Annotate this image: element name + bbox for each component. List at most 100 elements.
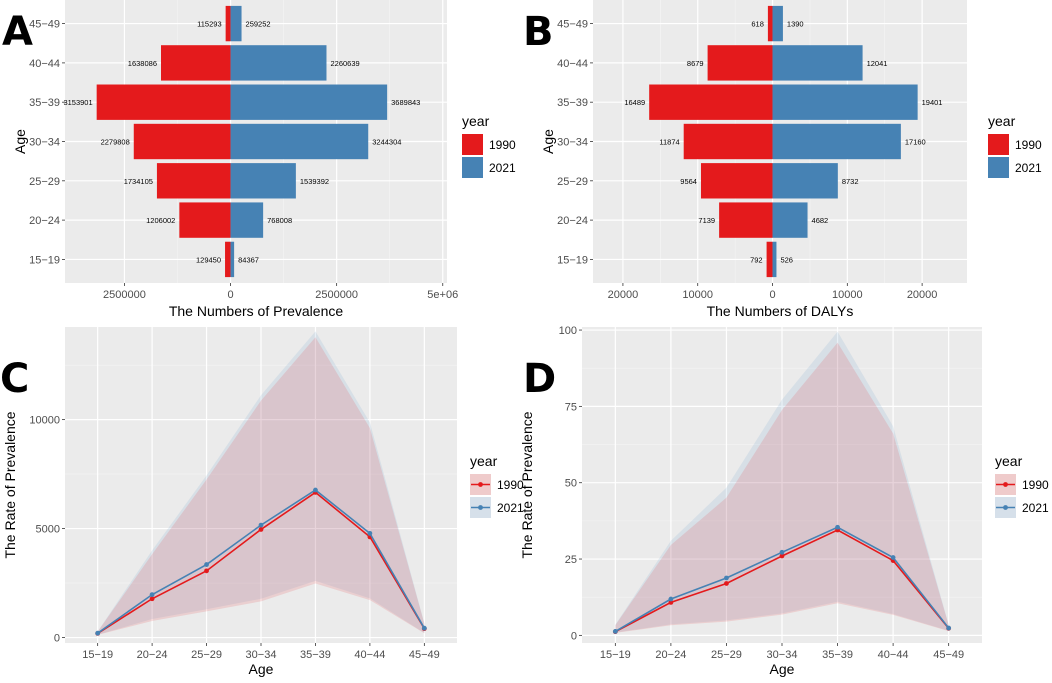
point-1990-20-24: [668, 599, 674, 605]
y-tick-label: 25−29: [557, 176, 588, 188]
legend: year 1990 2021: [988, 113, 1042, 178]
data-label-2021-45-49: 259252: [246, 20, 271, 29]
y-tick-label: 0: [54, 633, 60, 645]
data-label-2021-20-24: 768008: [267, 216, 292, 225]
bar-2021-25-29: [772, 163, 838, 199]
x-tick-label: 15−19: [600, 649, 631, 661]
x-tick-label: 2500000: [103, 289, 146, 301]
y-tick-label: 5000: [36, 524, 60, 536]
panel-label-B: B: [523, 9, 554, 55]
bar-1990-30-34: [133, 123, 231, 160]
y-tick-label: 40−44: [557, 58, 588, 70]
data-label-1990-35-39: 16489: [624, 98, 645, 107]
point-2021-30-34: [258, 522, 264, 528]
data-label-2021-30-34: 3244304: [372, 138, 401, 147]
legend-key-point-2021: [1003, 505, 1008, 510]
bar-1990-15-19: [225, 241, 231, 278]
data-label-2021-25-29: 8732: [842, 177, 859, 186]
data-label-2021-25-29: 1539392: [300, 177, 329, 186]
bar-1990-45-49: [225, 5, 231, 42]
panel-label-D: D: [523, 356, 556, 402]
data-label-1990-15-19: 129450: [196, 255, 221, 264]
x-tick-label: 40−44: [354, 649, 385, 661]
panel-label-A: A: [2, 9, 33, 55]
point-2021-40-44: [890, 555, 896, 560]
y-tick-label: 0: [571, 630, 577, 642]
legend-label-1990: 1990: [1022, 478, 1049, 492]
legend-key-point-1990: [478, 482, 483, 487]
bar-2021-15-19: [230, 241, 235, 278]
y-axis-title: The Rate of Prevalence: [519, 411, 535, 558]
point-1990-30-34: [258, 527, 264, 532]
bar-1990-45-49: [767, 5, 773, 42]
bar-2021-35-39: [772, 84, 918, 120]
data-label-1990-20-24: 7139: [698, 216, 715, 225]
point-2021-25-29: [724, 575, 729, 581]
y-tick-label: 50: [565, 478, 577, 490]
point-2021-35-39: [313, 487, 318, 493]
bar-2021-15-19: [772, 241, 777, 278]
point-2021-20-24: [149, 592, 155, 598]
data-label-2021-35-39: 19401: [922, 98, 943, 107]
y-axis-title: Age: [12, 129, 28, 154]
panel-D: 0 25 50 75 100 15−19 20−24 25−29 30−34 35−39 40−44…: [519, 325, 1049, 677]
x-axis-title: Age: [249, 661, 274, 677]
x-tick-label: 0: [769, 289, 775, 301]
x-tick-label: 35−39: [300, 649, 331, 661]
bar-2021-45-49: [772, 5, 783, 42]
x-tick-label: 20−24: [655, 649, 686, 661]
point-2021-20-24: [668, 596, 674, 602]
data-label-1990-35-39: 3153901: [63, 98, 92, 107]
x-tick-label: 0: [227, 289, 233, 301]
legend-key-point-1990: [1003, 482, 1008, 487]
data-label-1990-20-24: 1206002: [146, 216, 175, 225]
panel-C: 0 5000 10000 15−19 20−24 25−29 30−34 35−39 40−44…: [2, 327, 524, 677]
bar-1990-40-44: [161, 45, 231, 81]
point-1990-25-29: [724, 581, 729, 586]
panel-B: 20000 10000 0 10000 20000 792 526 15−19 7139 4682…: [540, 0, 1042, 319]
data-label-2021-15-19: 84367: [238, 255, 259, 264]
data-label-1990-15-19: 792: [750, 255, 763, 264]
data-label-2021-20-24: 4682: [812, 216, 829, 225]
legend-title: year: [988, 113, 1016, 129]
bar-2021-30-34: [772, 123, 901, 160]
y-tick-label: 30−34: [557, 137, 588, 149]
legend-title: year: [462, 113, 490, 129]
x-tick-label: 2500000: [315, 289, 358, 301]
y-tick-label: 45−49: [557, 19, 588, 31]
data-label-2021-15-19: 526: [780, 255, 793, 264]
y-tick-label: 10000: [29, 415, 60, 427]
legend-label-2021: 2021: [1015, 161, 1042, 175]
legend: year 1990 2021: [462, 113, 516, 178]
x-axis-title: Age: [770, 661, 795, 677]
point-2021-45-49: [946, 625, 952, 631]
legend-key-1990: [462, 134, 483, 155]
x-tick-label: 40−44: [878, 649, 909, 661]
y-tick-label: 30−34: [29, 137, 60, 149]
point-2021-35-39: [835, 524, 840, 530]
data-label-2021-30-34: 17160: [905, 138, 926, 147]
ribbon-2021: [97, 331, 425, 635]
y-tick-label: 20−24: [29, 215, 60, 227]
legend-label-2021: 2021: [489, 161, 516, 175]
x-tick-label: 20−24: [137, 649, 168, 661]
x-tick-label: 20000: [907, 289, 938, 301]
legend-key-2021: [462, 157, 483, 178]
x-tick-label: 30−34: [767, 649, 798, 661]
bar-1990-25-29: [156, 163, 231, 199]
legend-key-point-2021: [478, 505, 483, 510]
bar-1990-20-24: [719, 202, 773, 238]
panel-label-C: C: [0, 356, 29, 402]
x-tick-label: 45−49: [409, 649, 440, 661]
point-2021-30-34: [779, 549, 785, 555]
x-tick-label: 35−39: [822, 649, 853, 661]
data-label-2021-40-44: 2260639: [330, 59, 359, 68]
x-axis-title: The Numbers of DALYs: [707, 303, 854, 319]
bar-2021-20-24: [230, 202, 264, 238]
bar-1990-35-39: [96, 84, 231, 120]
bar-1990-15-19: [766, 241, 773, 278]
legend-title: year: [470, 453, 498, 469]
y-tick-label: 20−24: [557, 215, 588, 227]
ribbon-1990: [97, 337, 425, 635]
data-label-1990-40-44: 1638086: [128, 59, 157, 68]
